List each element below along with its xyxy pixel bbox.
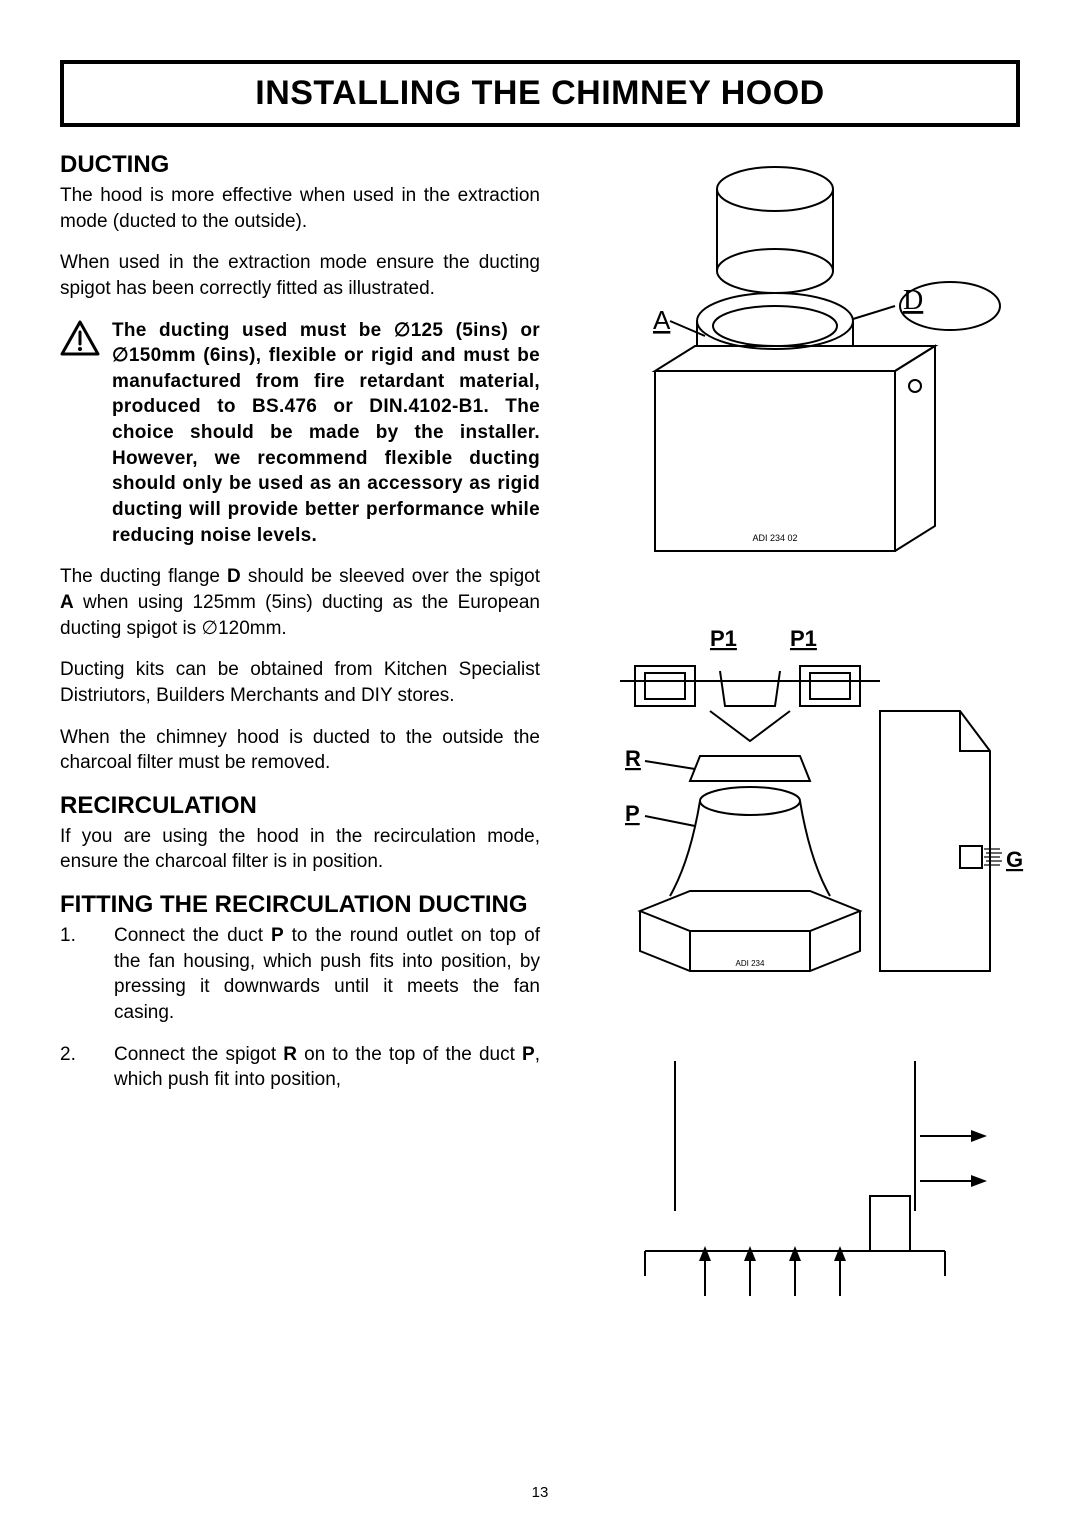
- page-number: 13: [0, 1484, 1080, 1501]
- warning-text: The ducting used must be ∅125 (5ins) or …: [112, 318, 540, 549]
- figure-label-a: A: [653, 305, 671, 335]
- left-column: DUCTING The hood is more effective when …: [60, 151, 540, 1301]
- svg-text:ADI 234: ADI 234: [736, 959, 765, 968]
- list-item: 1. Connect the duct P to the round outle…: [60, 923, 540, 1026]
- ducting-heading: DUCTING: [60, 151, 540, 179]
- list-number: 2.: [60, 1042, 84, 1093]
- recirculation-heading: RECIRCULATION: [60, 792, 540, 820]
- fitting-heading: FITTING THE RECIRCULATION DUCTING: [60, 891, 540, 919]
- figure-ducting-spigot: ADI 234 02 A D: [595, 151, 1015, 581]
- title-box: INSTALLING THE CHIMNEY HOOD: [60, 60, 1020, 127]
- ducting-para-3: The ducting flange D should be sleeved o…: [60, 564, 540, 641]
- list-number: 1.: [60, 923, 84, 1026]
- figure-airflow: [615, 1041, 995, 1301]
- figure-label-p1-right: P1: [790, 626, 817, 651]
- ducting-para-1: The hood is more effective when used in …: [60, 183, 540, 234]
- ducting-para-2: When used in the extraction mode ensure …: [60, 250, 540, 301]
- recirculation-para-1: If you are using the hood in the recircu…: [60, 824, 540, 875]
- figure-recirculation-parts: ADI 234 P1 P1 R P G: [580, 611, 1030, 1011]
- fitting-list: 1. Connect the duct P to the round outle…: [60, 923, 540, 1093]
- figure-label-g: G: [1006, 847, 1023, 872]
- figure-label-p1-left: P1: [710, 626, 737, 651]
- figure-label-p: P: [625, 801, 640, 826]
- warning-icon: [60, 320, 100, 356]
- ducting-para-5: When the chimney hood is ducted to the o…: [60, 725, 540, 776]
- svg-text:ADI 234 02: ADI 234 02: [752, 533, 797, 543]
- warning-row: The ducting used must be ∅125 (5ins) or …: [60, 318, 540, 549]
- list-item: 2. Connect the spigot R on to the top of…: [60, 1042, 540, 1093]
- page-title: INSTALLING THE CHIMNEY HOOD: [64, 74, 1016, 113]
- ducting-para-4: Ducting kits can be obtained from Kitche…: [60, 657, 540, 708]
- content-columns: DUCTING The hood is more effective when …: [60, 151, 1020, 1301]
- figure-label-r: R: [625, 746, 641, 771]
- right-column: ADI 234 02 A D: [580, 151, 1030, 1301]
- figure-label-d: D: [903, 285, 923, 316]
